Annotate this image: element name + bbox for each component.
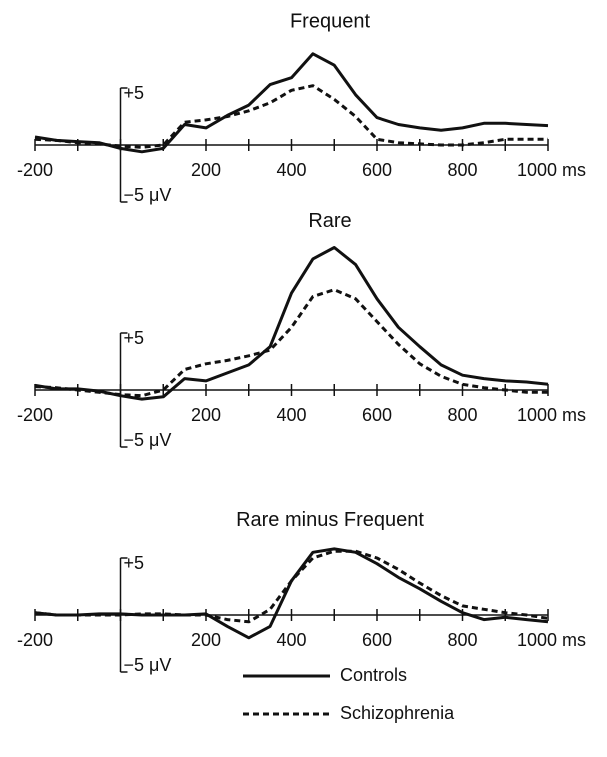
y-tick-label: −5 μV xyxy=(124,430,172,450)
series-line xyxy=(34,549,549,624)
series-line xyxy=(34,246,549,401)
x-tick-label: 400 xyxy=(276,630,306,650)
x-tick-label: 600 xyxy=(362,630,392,650)
series-line xyxy=(34,52,549,154)
series-line xyxy=(34,547,549,640)
legend-label: Controls xyxy=(340,665,407,685)
y-tick-label: −5 μV xyxy=(124,185,172,205)
y-tick-label: +5 xyxy=(124,83,145,103)
x-tick-label: 200 xyxy=(191,405,221,425)
y-tick-label: +5 xyxy=(124,328,145,348)
x-tick-label: 800 xyxy=(447,405,477,425)
x-tick-label: 1000 ms xyxy=(517,160,586,180)
x-tick-label: -200 xyxy=(17,160,53,180)
x-tick-label: 800 xyxy=(447,160,477,180)
series-line xyxy=(34,288,548,398)
series-line xyxy=(34,84,548,149)
chart-title: Rare xyxy=(308,210,351,232)
x-tick-label: 200 xyxy=(191,160,221,180)
y-tick-label: +5 xyxy=(124,553,145,573)
x-tick-label: 400 xyxy=(276,160,306,180)
x-tick-label: 200 xyxy=(191,630,221,650)
legend-label: Schizophrenia xyxy=(340,703,455,723)
chart-title: Rare minus Frequent xyxy=(236,509,424,531)
x-tick-label: 600 xyxy=(362,405,392,425)
x-tick-label: 1000 ms xyxy=(517,405,586,425)
x-tick-label: -200 xyxy=(17,405,53,425)
x-tick-label: 1000 ms xyxy=(517,630,586,650)
x-tick-label: 600 xyxy=(362,160,392,180)
x-tick-label: 400 xyxy=(276,405,306,425)
x-tick-label: 800 xyxy=(447,630,477,650)
chart-title: Frequent xyxy=(290,11,370,33)
y-tick-label: −5 μV xyxy=(124,655,172,675)
x-tick-label: -200 xyxy=(17,630,53,650)
